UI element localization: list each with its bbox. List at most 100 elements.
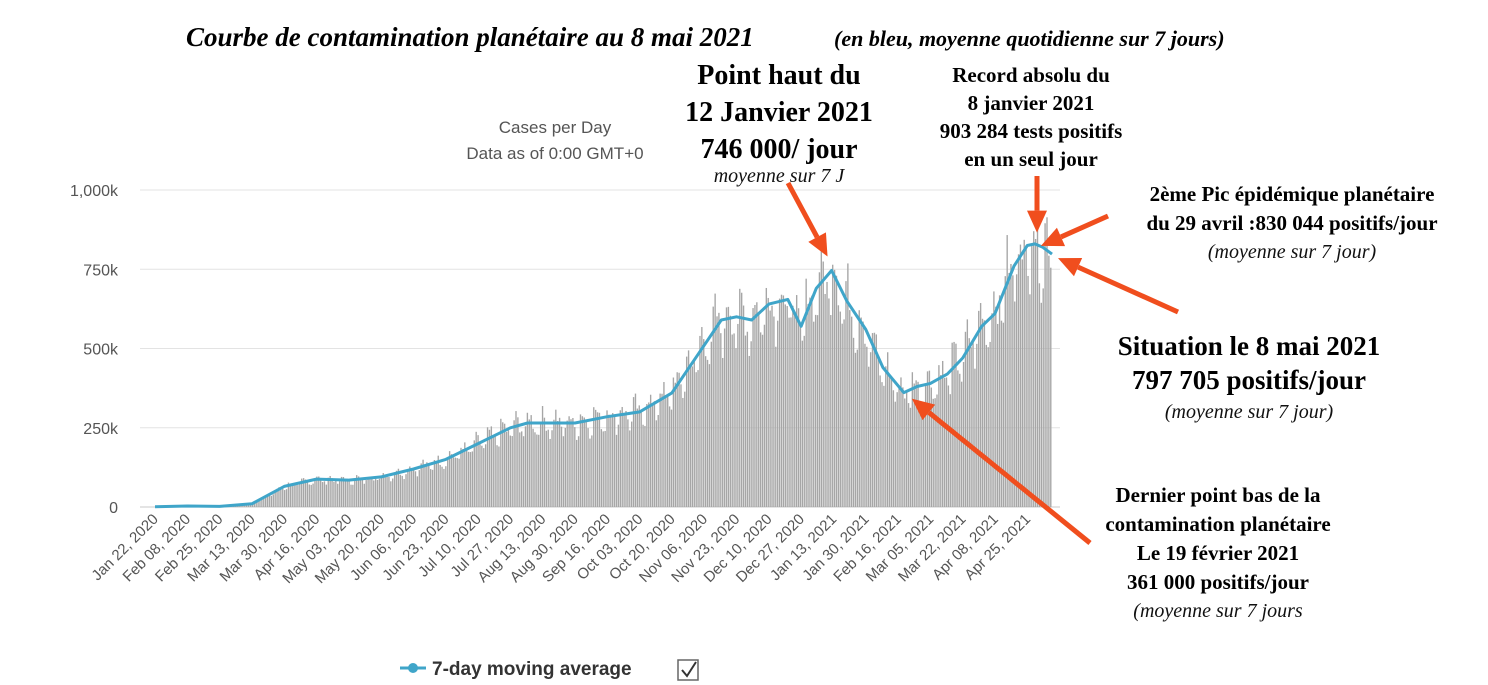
daily-bar bbox=[814, 314, 817, 507]
daily-bar bbox=[460, 447, 462, 507]
daily-bar bbox=[750, 341, 752, 507]
daily-bar bbox=[733, 333, 735, 507]
checkmark-icon bbox=[681, 661, 697, 678]
arrow-head-icon bbox=[1027, 210, 1047, 233]
daily-bar bbox=[585, 421, 587, 507]
daily-bar bbox=[354, 478, 356, 507]
arrow-head-icon bbox=[911, 398, 936, 421]
daily-bar bbox=[661, 393, 663, 507]
daily-bar bbox=[429, 469, 432, 507]
daily-bar bbox=[306, 481, 309, 507]
daily-bar bbox=[773, 316, 775, 507]
daily-bar bbox=[824, 293, 826, 507]
daily-bar bbox=[993, 291, 995, 507]
daily-bar bbox=[1046, 217, 1048, 508]
daily-bar bbox=[833, 269, 836, 507]
daily-bar bbox=[691, 366, 694, 507]
daily-bar bbox=[333, 481, 335, 507]
daily-bar bbox=[1014, 301, 1016, 507]
daily-bar bbox=[972, 341, 974, 507]
daily-bar bbox=[978, 310, 980, 507]
daily-bar bbox=[511, 436, 513, 507]
daily-bar bbox=[871, 333, 874, 507]
daily-bar bbox=[955, 343, 957, 507]
daily-bar bbox=[932, 398, 934, 507]
daily-bar bbox=[1029, 294, 1031, 507]
daily-bar bbox=[989, 341, 991, 507]
daily-bar bbox=[917, 381, 919, 507]
daily-bar bbox=[431, 469, 434, 507]
daily-bar bbox=[361, 478, 364, 507]
annotation-line: Point haut du bbox=[697, 60, 860, 91]
daily-bar bbox=[809, 297, 811, 507]
daily-bar bbox=[904, 398, 906, 507]
daily-bar bbox=[340, 476, 343, 507]
daily-bar bbox=[494, 435, 496, 507]
annotation-note: (moyenne sur 7 jour) bbox=[1208, 241, 1377, 263]
daily-bar bbox=[365, 480, 367, 507]
daily-bar bbox=[629, 430, 631, 507]
daily-bar bbox=[486, 427, 489, 507]
daily-bar bbox=[636, 408, 639, 507]
daily-bar bbox=[795, 295, 798, 507]
daily-bar bbox=[295, 483, 297, 507]
daily-bar bbox=[1008, 272, 1010, 507]
daily-bar bbox=[1050, 267, 1052, 507]
daily-bar bbox=[558, 417, 561, 507]
annotation-line: Dernier point bas de la bbox=[1116, 483, 1321, 507]
daily-bar bbox=[270, 495, 273, 507]
daily-bar bbox=[739, 288, 741, 507]
daily-bar bbox=[606, 410, 608, 507]
daily-bar bbox=[331, 478, 333, 507]
daily-bar bbox=[401, 475, 403, 507]
daily-bar bbox=[337, 483, 339, 507]
daily-bar bbox=[437, 455, 439, 507]
daily-bar bbox=[761, 334, 764, 507]
daily-bar bbox=[566, 420, 568, 507]
daily-bar bbox=[602, 431, 604, 507]
daily-bar bbox=[319, 478, 322, 507]
daily-bar bbox=[756, 302, 758, 507]
daily-bar bbox=[689, 366, 692, 507]
daily-bar bbox=[699, 335, 701, 507]
daily-bar bbox=[943, 377, 946, 507]
daily-bar bbox=[619, 410, 621, 507]
daily-bar bbox=[301, 478, 303, 507]
daily-bar bbox=[521, 431, 523, 507]
daily-bar bbox=[919, 401, 921, 507]
daily-bar bbox=[970, 347, 972, 507]
daily-bar bbox=[890, 377, 893, 507]
daily-bar bbox=[799, 326, 802, 507]
daily-bar bbox=[604, 430, 606, 507]
daily-bar bbox=[352, 484, 354, 507]
daily-bar bbox=[930, 387, 932, 507]
daily-bar bbox=[276, 488, 278, 507]
daily-bar bbox=[909, 407, 912, 507]
daily-bar bbox=[1033, 231, 1035, 507]
daily-bar bbox=[887, 352, 889, 507]
daily-bar bbox=[704, 356, 707, 507]
legend[interactable]: 7-day moving average bbox=[400, 659, 699, 681]
daily-bar bbox=[648, 402, 650, 507]
legend-marker-icon bbox=[408, 663, 418, 673]
daily-bar bbox=[553, 419, 555, 507]
daily-bar bbox=[1004, 276, 1006, 507]
daily-bar bbox=[714, 293, 716, 507]
daily-bar bbox=[663, 382, 665, 507]
daily-bar bbox=[386, 477, 388, 507]
daily-bar bbox=[784, 304, 786, 507]
daily-bar bbox=[350, 484, 352, 507]
daily-bar bbox=[1006, 235, 1008, 508]
daily-bar bbox=[568, 416, 570, 507]
daily-bar bbox=[949, 394, 951, 507]
daily-bar bbox=[940, 375, 942, 507]
daily-bar bbox=[769, 310, 771, 507]
daily-bar bbox=[1042, 288, 1044, 507]
daily-bar bbox=[926, 371, 929, 507]
daily-bar bbox=[868, 366, 870, 507]
daily-bar bbox=[600, 429, 603, 507]
moving-average-line bbox=[154, 242, 1053, 509]
daily-bar bbox=[610, 417, 612, 507]
daily-bar bbox=[492, 435, 494, 507]
daily-bar bbox=[481, 445, 483, 507]
